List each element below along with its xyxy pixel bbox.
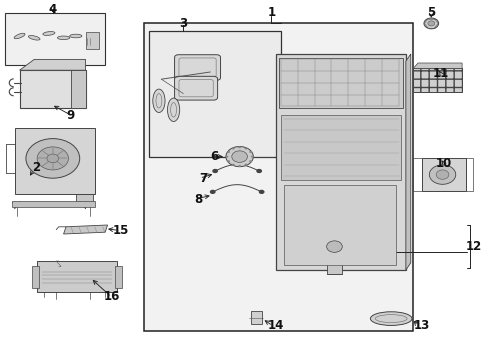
Bar [276, 54, 405, 270]
Polygon shape [20, 59, 85, 70]
Polygon shape [12, 194, 93, 202]
Text: 2: 2 [33, 161, 41, 174]
Text: 8: 8 [194, 193, 202, 206]
Circle shape [250, 156, 253, 158]
Bar [37, 261, 117, 292]
Bar [421, 158, 465, 191]
Bar [412, 68, 461, 92]
Circle shape [249, 160, 252, 162]
Polygon shape [63, 225, 107, 234]
Bar [5, 13, 105, 65]
Circle shape [423, 18, 438, 29]
Text: 10: 10 [435, 157, 451, 170]
Circle shape [225, 147, 253, 167]
Circle shape [238, 146, 241, 148]
Bar [144, 23, 412, 331]
Polygon shape [405, 54, 410, 270]
Text: 5: 5 [427, 6, 434, 19]
Circle shape [256, 169, 262, 173]
Circle shape [244, 147, 247, 149]
Text: 15: 15 [113, 224, 129, 237]
Polygon shape [71, 70, 85, 108]
Circle shape [238, 165, 241, 167]
Circle shape [249, 151, 252, 153]
Circle shape [258, 190, 264, 194]
Bar [149, 31, 281, 157]
FancyBboxPatch shape [174, 76, 217, 100]
Ellipse shape [152, 89, 165, 113]
Circle shape [47, 154, 59, 163]
Circle shape [326, 241, 342, 252]
Circle shape [226, 160, 229, 162]
Text: 9: 9 [67, 109, 75, 122]
Bar [12, 201, 95, 207]
Circle shape [231, 147, 234, 149]
Bar [115, 266, 122, 288]
Text: 13: 13 [412, 319, 429, 332]
Circle shape [428, 165, 455, 184]
Bar [278, 58, 403, 108]
Text: 12: 12 [464, 240, 481, 253]
Circle shape [226, 151, 229, 153]
Bar [20, 70, 85, 108]
Text: 11: 11 [432, 67, 448, 80]
Ellipse shape [14, 33, 25, 39]
Bar [15, 128, 95, 194]
Circle shape [231, 151, 247, 162]
Text: 4: 4 [49, 3, 57, 15]
Bar [281, 115, 400, 180]
Circle shape [225, 156, 228, 158]
Circle shape [435, 170, 448, 179]
Polygon shape [412, 63, 461, 68]
Ellipse shape [69, 34, 81, 38]
Text: 14: 14 [267, 319, 284, 332]
Ellipse shape [167, 98, 180, 122]
Ellipse shape [370, 312, 411, 325]
Text: 7: 7 [199, 172, 206, 185]
Bar [85, 32, 99, 49]
Circle shape [231, 164, 234, 166]
Ellipse shape [28, 36, 40, 40]
Bar [32, 266, 39, 288]
Ellipse shape [58, 36, 69, 40]
Circle shape [212, 169, 218, 173]
Text: 16: 16 [103, 291, 120, 303]
Circle shape [244, 164, 247, 166]
Bar [250, 311, 261, 324]
Circle shape [427, 21, 434, 26]
Ellipse shape [43, 32, 55, 35]
Text: 6: 6 [210, 150, 218, 163]
Circle shape [37, 147, 68, 170]
Text: 1: 1 [267, 6, 275, 19]
Circle shape [209, 190, 215, 194]
Bar [283, 185, 395, 265]
FancyBboxPatch shape [174, 55, 220, 80]
Circle shape [26, 139, 80, 178]
Bar [326, 247, 342, 274]
Text: 3: 3 [179, 17, 187, 30]
